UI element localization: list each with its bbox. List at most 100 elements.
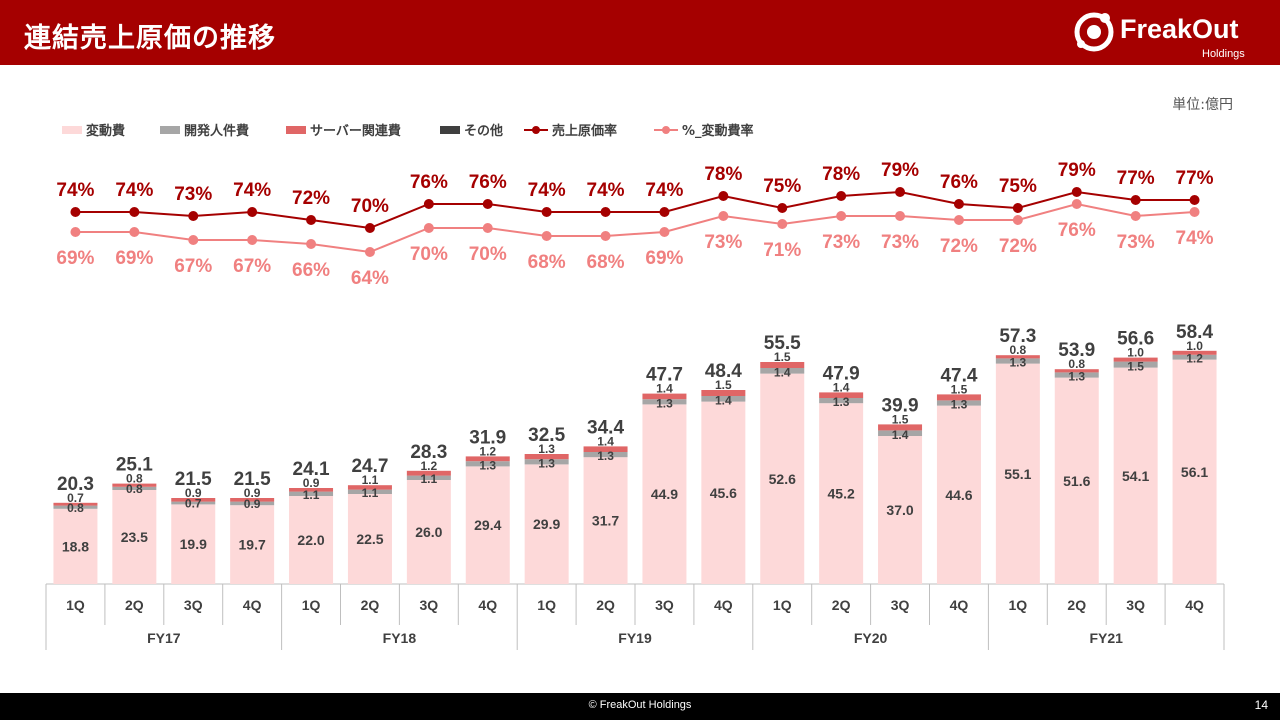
total-value-label: 25.1 xyxy=(116,455,153,476)
variable-rate-point xyxy=(482,223,493,233)
cogs-rate-label: 76% xyxy=(410,172,448,193)
dev-value-label: 0.7 xyxy=(185,496,202,510)
variable-value-label: 31.7 xyxy=(592,513,619,529)
cogs-rate-point xyxy=(600,207,611,217)
server-value-label: 1.5 xyxy=(715,378,732,392)
server-value-label: 0.8 xyxy=(1010,343,1027,357)
quarter-tick-label: 3Q xyxy=(184,597,203,613)
variable-value-label: 44.9 xyxy=(651,486,678,502)
cogs-rate-label: 74% xyxy=(528,180,566,201)
dev-value-label: 1.2 xyxy=(1186,352,1203,366)
variable-rate-point xyxy=(423,223,434,233)
server-segment xyxy=(878,424,923,431)
variable-segment xyxy=(701,401,746,584)
quarter-tick-label: 2Q xyxy=(125,597,144,613)
variable-rate-point xyxy=(129,227,140,237)
quarter-tick-label: 2Q xyxy=(1067,597,1086,613)
cogs-rate-label: 73% xyxy=(174,184,212,205)
quarter-tick-label: 1Q xyxy=(66,597,85,613)
server-segment xyxy=(1113,357,1158,362)
server-value-label: 1.5 xyxy=(951,382,968,396)
variable-segment xyxy=(524,464,569,584)
cogs-rate-point xyxy=(306,215,317,225)
freakout-logo-icon xyxy=(1074,12,1114,52)
server-segment xyxy=(406,470,451,476)
variable-rate-point xyxy=(600,231,611,241)
quarter-tick-label: 2Q xyxy=(832,597,851,613)
cogs-rate-label: 76% xyxy=(469,172,507,193)
server-value-label: 1.5 xyxy=(892,412,909,426)
variable-rate-point xyxy=(1189,207,1200,217)
server-value-label: 1.3 xyxy=(538,442,555,456)
cogs-rate-point xyxy=(777,203,788,213)
cogs-rate-label: 79% xyxy=(1058,160,1096,181)
dev-value-label: 1.3 xyxy=(479,458,496,472)
total-value-label: 57.3 xyxy=(999,326,1036,347)
server-value-label: 1.0 xyxy=(1127,346,1144,360)
dev-segment xyxy=(936,400,981,406)
server-segment xyxy=(524,454,569,460)
total-value-label: 34.4 xyxy=(587,417,624,438)
server-value-label: 0.7 xyxy=(67,491,84,505)
variable-segment xyxy=(230,505,275,584)
logo-sub: Holdings xyxy=(1202,48,1245,60)
server-segment xyxy=(230,498,275,502)
variable-value-label: 45.2 xyxy=(828,486,855,502)
server-segment xyxy=(465,456,510,462)
legend-label: %_変動費率 xyxy=(682,123,754,139)
dev-value-label: 0.8 xyxy=(126,482,143,496)
cogs-rate-line xyxy=(75,190,1195,230)
dev-segment xyxy=(112,486,157,490)
server-segment xyxy=(1054,369,1099,373)
fiscal-year-label: FY17 xyxy=(147,630,181,646)
cogs-rate-label: 76% xyxy=(940,172,978,193)
dev-segment xyxy=(878,430,923,436)
fiscal-year-label: FY19 xyxy=(618,630,652,646)
variable-value-label: 52.6 xyxy=(769,471,796,487)
variable-rate-point xyxy=(247,235,258,245)
server-segment xyxy=(347,485,392,490)
total-value-label: 20.3 xyxy=(57,474,94,495)
dev-segment xyxy=(583,452,628,458)
variable-value-label: 45.6 xyxy=(710,485,737,501)
cogs-rate-point xyxy=(247,207,258,217)
dev-value-label: 0.8 xyxy=(67,501,84,515)
dev-segment xyxy=(230,501,275,506)
variable-value-label: 54.1 xyxy=(1122,468,1149,484)
server-value-label: 1.2 xyxy=(421,459,438,473)
variable-rate-point xyxy=(70,227,81,237)
variable-value-label: 29.9 xyxy=(533,516,560,532)
cogs-rate-label: 74% xyxy=(645,180,683,201)
quarter-tick-label: 4Q xyxy=(950,597,969,613)
dev-segment xyxy=(53,505,98,509)
variable-segment xyxy=(995,363,1040,584)
quarter-tick-label: 4Q xyxy=(243,597,262,613)
variable-value-label: 29.4 xyxy=(474,517,501,533)
total-value-label: 53.9 xyxy=(1058,340,1095,361)
cogs-rate-label: 79% xyxy=(881,160,919,181)
cogs-rate-label: 75% xyxy=(999,176,1037,197)
dev-value-label: 1.4 xyxy=(715,394,732,408)
server-value-label: 1.4 xyxy=(597,434,614,448)
legend-swatch xyxy=(62,126,82,134)
cogs-rate-label: 72% xyxy=(292,188,330,209)
freakout-logo: FreakOut Holdings xyxy=(1070,4,1270,62)
cogs-rate-point xyxy=(836,191,847,201)
variable-rate-point xyxy=(718,211,729,221)
variable-segment xyxy=(583,457,628,584)
cogs-rate-point xyxy=(541,207,552,217)
variable-rate-point xyxy=(953,215,964,225)
cogs-rate-label: 74% xyxy=(587,180,625,201)
server-value-label: 1.1 xyxy=(362,473,379,487)
server-value-label: 0.9 xyxy=(185,486,202,500)
variable-rate-point xyxy=(1071,199,1082,209)
legend-label: サーバー関連費 xyxy=(310,123,401,139)
server-value-label: 0.9 xyxy=(244,486,261,500)
variable-rate-point xyxy=(541,231,552,241)
dev-value-label: 1.3 xyxy=(656,396,673,410)
dev-value-label: 1.3 xyxy=(951,398,968,412)
variable-rate-label: 68% xyxy=(587,252,625,273)
header-bar: 連結売上原価の推移 FreakOut Holdings xyxy=(0,0,1280,65)
variable-rate-point xyxy=(1130,211,1141,221)
server-value-label: 1.4 xyxy=(833,380,850,394)
